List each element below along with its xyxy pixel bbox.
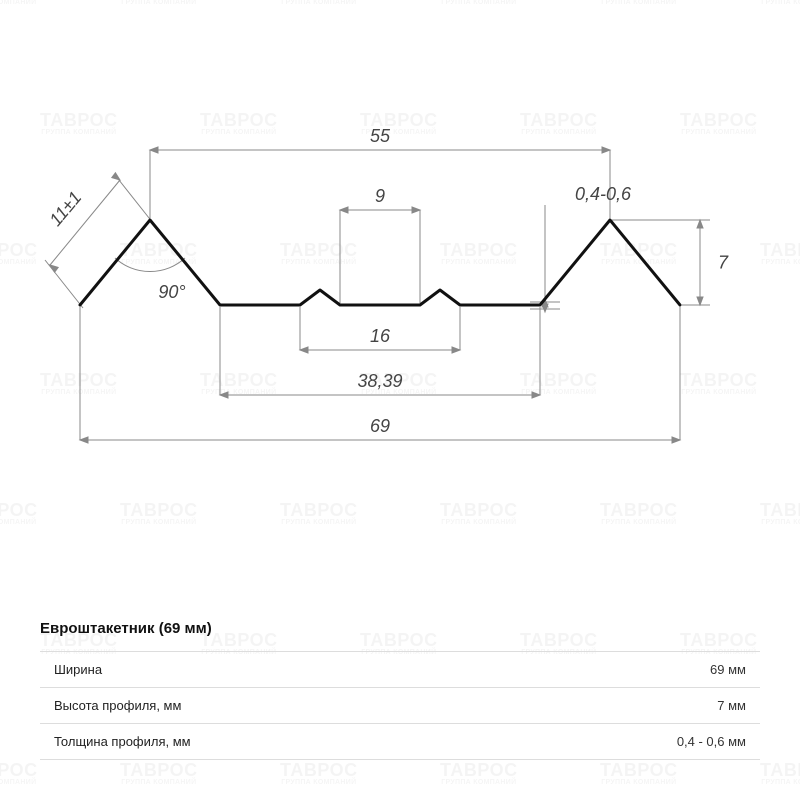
watermark-item: ТАВРОСГРУППА КОМПАНИЙ <box>280 760 358 786</box>
dim-label: 16 <box>370 326 391 346</box>
spec-table: Ширина69 ммВысота профиля, мм7 ммТолщина… <box>40 651 760 760</box>
dim-label: 9 <box>375 186 385 206</box>
spec-row: Толщина профиля, мм0,4 - 0,6 мм <box>40 724 760 760</box>
spec-value: 0,4 - 0,6 мм <box>493 724 760 760</box>
dim-label: 69 <box>370 416 390 436</box>
dim-label: 55 <box>370 126 391 146</box>
page: ТАВРОСГРУППА КОМПАНИЙ ТАВРОСГРУППА КОМПАН… <box>0 0 800 800</box>
watermark-item: ТАВРОСГРУППА КОМПАНИЙ <box>760 760 800 786</box>
spec-row: Ширина69 мм <box>40 652 760 688</box>
watermark-item: ТАВРОСГРУППА КОМПАНИЙ <box>440 760 518 786</box>
dim-label: 11±1 <box>45 187 85 229</box>
spec-key: Ширина <box>40 652 493 688</box>
dim-label: 0,4-0,6 <box>575 184 632 204</box>
dim-label: 90° <box>158 282 185 302</box>
dim-label: 38,39 <box>357 371 402 391</box>
spec-key: Толщина профиля, мм <box>40 724 493 760</box>
spec-value: 69 мм <box>493 652 760 688</box>
dim-label: 7 <box>718 253 729 273</box>
spec-row: Высота профиля, мм7 мм <box>40 688 760 724</box>
spec-value: 7 мм <box>493 688 760 724</box>
watermark-item: ТАВРОСГРУППА КОМПАНИЙ <box>600 760 678 786</box>
spec-key: Высота профиля, мм <box>40 688 493 724</box>
watermark-item: ТАВРОСГРУППА КОМПАНИЙ <box>0 760 38 786</box>
profile-diagram: 55 9 0,4-0,6 11±1 90° 7 16 38,39 69 <box>0 0 800 520</box>
spec-title: Евроштакетник (69 мм) <box>40 620 760 637</box>
spec-block: Евроштакетник (69 мм) Ширина69 ммВысота … <box>40 620 760 760</box>
watermark-item: ТАВРОСГРУППА КОМПАНИЙ <box>120 760 198 786</box>
